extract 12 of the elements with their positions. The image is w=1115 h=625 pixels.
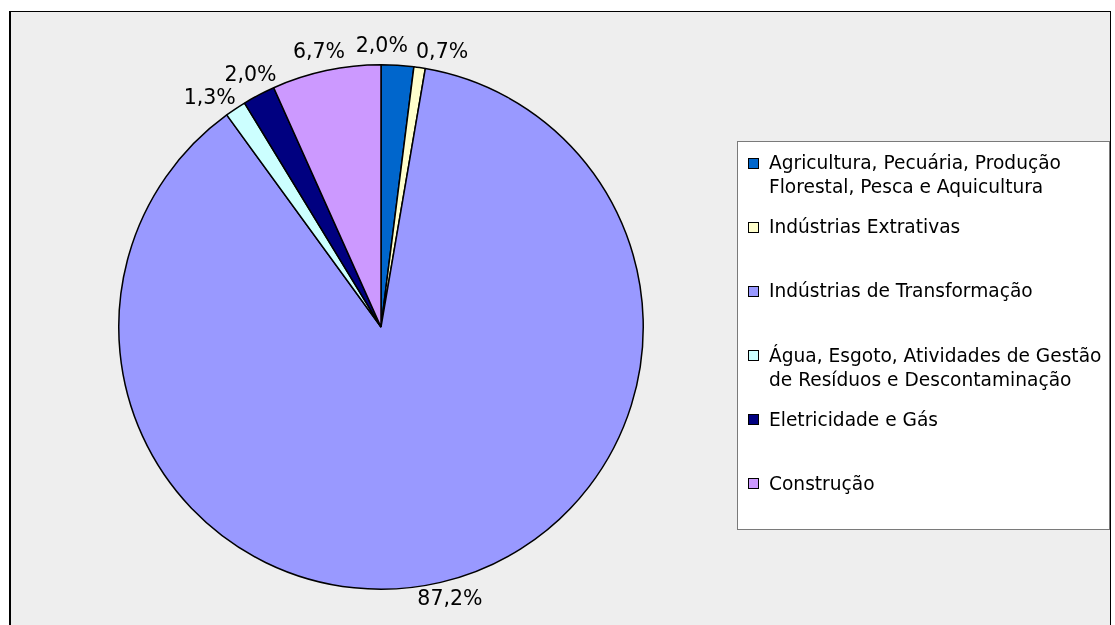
legend-label: Água, Esgoto, Atividades de Gestão de Resíduos e Descontaminação [769, 343, 1103, 392]
legend-label: Eletricidade e Gás [769, 407, 940, 432]
data-label: 0,7% [416, 39, 469, 64]
data-label: 2,0% [355, 33, 408, 58]
legend-label: Indústrias Extrativas [769, 215, 962, 240]
data-label: 87,2% [417, 586, 483, 611]
legend-label: Agricultura, Pecuária, Produção Florestal, Pesca e Aquicultura [769, 151, 1062, 199]
data-label: 6,7% [292, 39, 346, 64]
legend-label: Indústrias de Transformação [769, 279, 1034, 304]
legend-label: Construção [769, 471, 876, 496]
data-label: 2,0% [224, 61, 277, 86]
data-label: 1,3% [183, 84, 236, 109]
